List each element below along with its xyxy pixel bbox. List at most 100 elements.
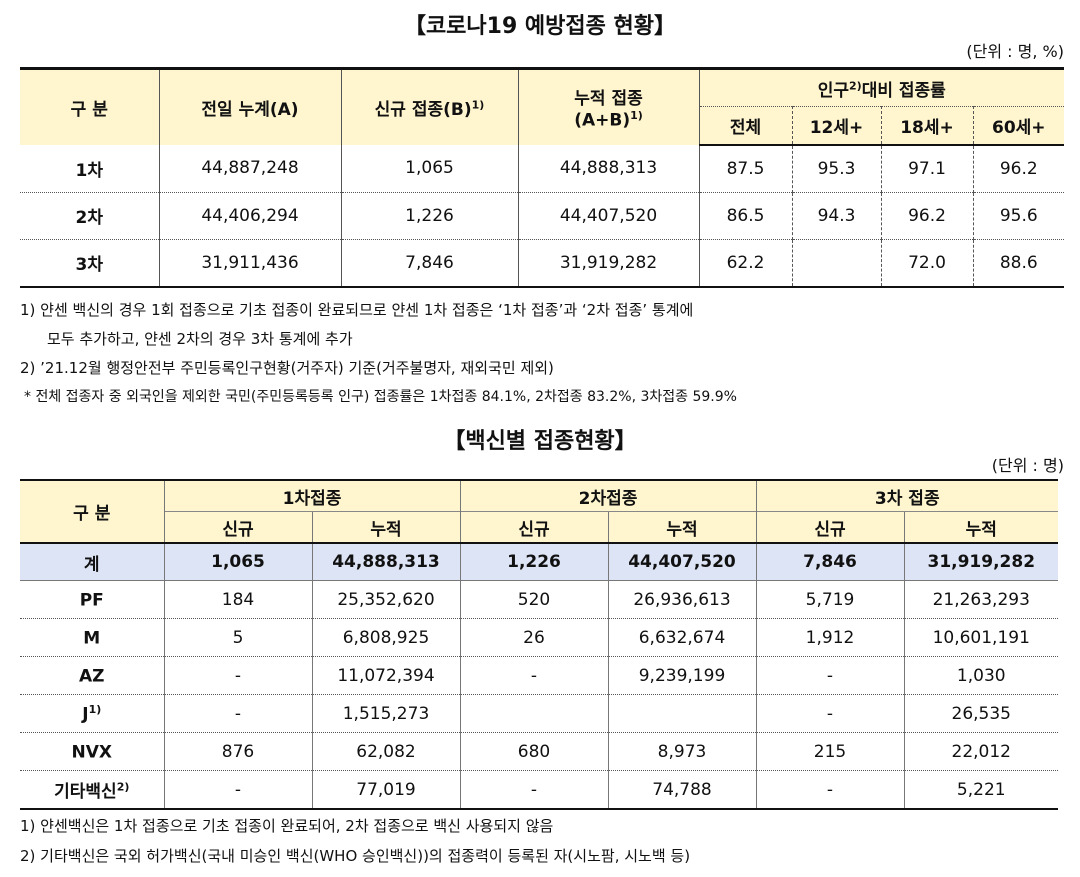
cell-d2-new: 680 — [459, 732, 608, 771]
header-all: 전체 — [698, 106, 792, 146]
cell-d3-cum: 1,030 — [903, 656, 1059, 695]
footnote-2: 2) ’21.12월 행정안전부 주민등록인구현황(거주자) 기준(거주불명자,… — [20, 359, 554, 377]
cell-cum: 31,919,282 — [517, 239, 699, 288]
cell-d2-new — [459, 694, 608, 733]
footnote-vaccine-1: 1) 얀센백신은 1차 접종으로 기초 접종이 완료되어, 2차 접종으로 백신… — [20, 817, 554, 835]
cell-d2-cum: 74,788 — [607, 770, 756, 810]
cell-18: 97.1 — [880, 144, 973, 193]
table-row: J1) - 1,515,273 - 26,535 — [20, 694, 1059, 733]
footnote-vaccine-2: 2) 기타백신은 국외 허가백신(국내 미승인 백신(WHO 승인백신))의 접… — [20, 847, 691, 865]
header-cumulative: 누적 접종 (A+B)1) — [517, 67, 699, 145]
cell-d1-cum: 44,888,313 — [311, 542, 460, 581]
table-row: NVX 876 62,082 680 8,973 215 22,012 — [20, 732, 1059, 771]
cell-d1-cum: 6,808,925 — [311, 618, 460, 657]
cell-d2-new: 1,226 — [459, 542, 608, 581]
cell-d2-new: - — [459, 770, 608, 810]
table-row: 1차 44,887,248 1,065 44,888,313 87.5 95.3… — [20, 144, 1065, 193]
row-label: 기타백신2) — [20, 770, 164, 810]
cell-12 — [791, 239, 881, 288]
cell-12: 95.3 — [791, 144, 881, 193]
cell-d3-new: - — [755, 770, 904, 810]
unit-label-1: (단위 : 명, %) — [966, 42, 1064, 61]
cell-d1-new: - — [163, 770, 312, 810]
header-prev-total: 전일 누계(A) — [158, 67, 341, 145]
cell-prev: 31,911,436 — [158, 239, 341, 288]
cell-12: 94.3 — [791, 192, 881, 240]
cell-d3-cum: 10,601,191 — [903, 618, 1059, 657]
table-row: 기타백신2) - 77,019 - 74,788 - 5,221 — [20, 770, 1059, 810]
cell-prev: 44,406,294 — [158, 192, 341, 240]
header-cum: 누적 — [311, 511, 460, 543]
row-label: 1차 — [20, 144, 159, 193]
row-label: M — [20, 618, 164, 657]
cell-18: 96.2 — [880, 192, 973, 240]
cell-all: 86.5 — [698, 192, 792, 240]
header-category: 구 분 — [20, 479, 164, 543]
cell-new: 7,846 — [340, 239, 518, 288]
cell-cum: 44,407,520 — [517, 192, 699, 240]
header-dose3: 3차 접종 — [755, 479, 1059, 512]
header-60plus: 60세+ — [972, 106, 1065, 146]
cell-d1-new: 876 — [163, 732, 312, 771]
cell-d1-new: 5 — [163, 618, 312, 657]
header-dose2: 2차접종 — [459, 479, 756, 512]
cell-60: 88.6 — [972, 239, 1065, 288]
footnote-1-cont: 모두 추가하고, 얀센 2차의 경우 3차 통계에 추가 — [47, 330, 353, 348]
cell-d1-new: - — [163, 694, 312, 733]
header-category: 구 분 — [20, 67, 159, 145]
cell-d1-cum: 62,082 — [311, 732, 460, 771]
cell-all: 62.2 — [698, 239, 792, 288]
cell-d3-new: 7,846 — [755, 542, 904, 581]
cell-d3-new: - — [755, 694, 904, 733]
cell-new: 1,065 — [340, 144, 518, 193]
cell-new: 1,226 — [340, 192, 518, 240]
cell-d1-new: 1,065 — [163, 542, 312, 581]
cell-d1-cum: 11,072,394 — [311, 656, 460, 695]
cell-d3-cum: 31,919,282 — [903, 542, 1059, 581]
unit-label-2: (단위 : 명) — [991, 456, 1064, 475]
cell-18: 72.0 — [880, 239, 973, 288]
header-12plus: 12세+ — [791, 106, 881, 146]
cell-d3-cum: 26,535 — [903, 694, 1059, 733]
cell-d3-new: 5,719 — [755, 580, 904, 619]
cell-d2-cum: 6,632,674 — [607, 618, 756, 657]
table-row: AZ - 11,072,394 - 9,239,199 - 1,030 — [20, 656, 1059, 695]
title-by-vaccine: 【백신별 접종현황】 — [443, 429, 637, 454]
row-label: 3차 — [20, 239, 159, 288]
table-row: M 5 6,808,925 26 6,632,674 1,912 10,601,… — [20, 618, 1059, 657]
cell-d1-new: - — [163, 656, 312, 695]
table-row: 2차 44,406,294 1,226 44,407,520 86.5 94.3… — [20, 192, 1065, 240]
header-cum: 누적 — [903, 511, 1059, 543]
cell-d2-new: 520 — [459, 580, 608, 619]
vaccination-status-table: 구 분 전일 누계(A) 신규 접종(B)1) 누적 접종 (A+B)1) 인구2… — [20, 67, 1065, 288]
row-label: 2차 — [20, 192, 159, 240]
cell-d2-cum: 26,936,613 — [607, 580, 756, 619]
cell-d3-cum: 5,221 — [903, 770, 1059, 810]
cell-d1-cum: 25,352,620 — [311, 580, 460, 619]
header-new: 신규 — [459, 511, 608, 543]
header-rate: 인구2)대비 접종률 — [698, 67, 1065, 107]
cell-d1-new: 184 — [163, 580, 312, 619]
row-label: AZ — [20, 656, 164, 695]
cell-d3-new: 1,912 — [755, 618, 904, 657]
table-row: PF 184 25,352,620 520 26,936,613 5,719 2… — [20, 580, 1059, 619]
cell-d2-cum: 9,239,199 — [607, 656, 756, 695]
header-new: 신규 접종(B)1) — [340, 67, 518, 145]
header-new: 신규 — [163, 511, 312, 543]
cell-d1-cum: 77,019 — [311, 770, 460, 810]
cell-60: 95.6 — [972, 192, 1065, 240]
table-row: 3차 31,911,436 7,846 31,919,282 62.2 72.0… — [20, 239, 1065, 288]
header-new: 신규 — [755, 511, 904, 543]
total-row: 계 1,065 44,888,313 1,226 44,407,520 7,84… — [20, 542, 1059, 581]
row-label: PF — [20, 580, 164, 619]
cell-d2-cum — [607, 694, 756, 733]
cell-prev: 44,887,248 — [158, 144, 341, 193]
cell-d2-new: - — [459, 656, 608, 695]
title-vaccination-status: 【코로나19 예방접종 현황】 — [403, 14, 677, 39]
header-dose1: 1차접종 — [163, 479, 460, 512]
cell-d3-new: - — [755, 656, 904, 695]
cell-d1-cum: 1,515,273 — [311, 694, 460, 733]
cell-d3-new: 215 — [755, 732, 904, 771]
cell-d3-cum: 21,263,293 — [903, 580, 1059, 619]
cell-d2-cum: 8,973 — [607, 732, 756, 771]
